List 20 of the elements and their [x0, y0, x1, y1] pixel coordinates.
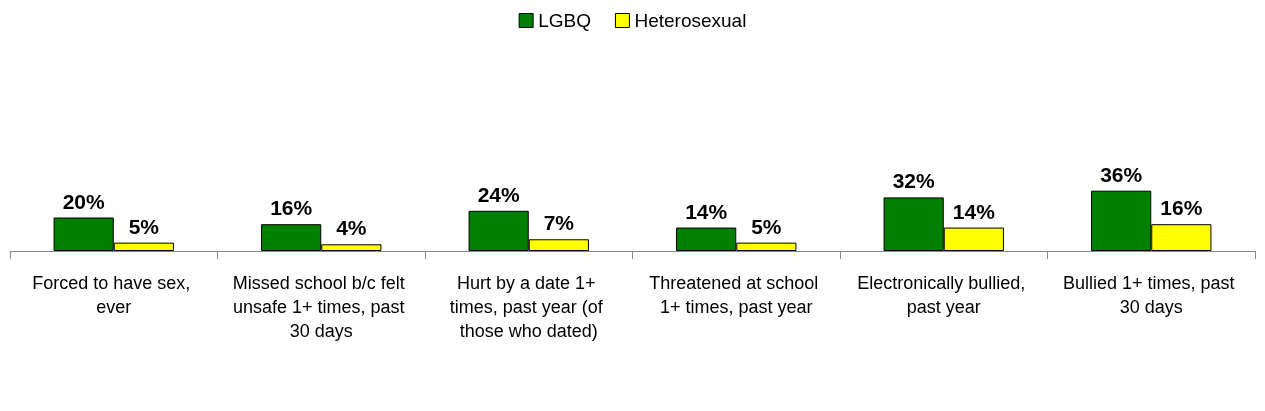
- data-label: 4%: [336, 216, 367, 240]
- x-tick-label: Electronically bullied, past year: [857, 273, 1031, 317]
- data-label: 20%: [62, 189, 106, 213]
- data-label: 5%: [751, 214, 782, 238]
- data-label: 14%: [952, 199, 996, 223]
- x-tick-label: Hurt by a date 1+ times, past year (of those who dated): [449, 273, 608, 341]
- data-label: 7%: [543, 211, 575, 235]
- data-label: 14%: [685, 199, 728, 223]
- data-label: 24%: [477, 182, 521, 206]
- data-label: 36%: [1100, 162, 1143, 186]
- legend-label: LGBQ: [538, 10, 591, 31]
- data-label: 16%: [1160, 196, 1203, 220]
- data-label: 32%: [892, 169, 936, 193]
- x-tick-label: Missed school b/c felt unsafe 1+ times, past 30 days: [232, 273, 410, 341]
- data-label: 16%: [270, 196, 313, 220]
- x-tick-label: Forced to have sex, ever: [32, 273, 196, 317]
- data-label: 5%: [128, 214, 160, 238]
- x-tick-label: Threatened at school 1+ times, past year: [649, 273, 824, 317]
- legend-label: Heterosexual: [634, 10, 747, 31]
- x-tick-label: Bullied 1+ times, past 30 days: [1062, 273, 1240, 317]
